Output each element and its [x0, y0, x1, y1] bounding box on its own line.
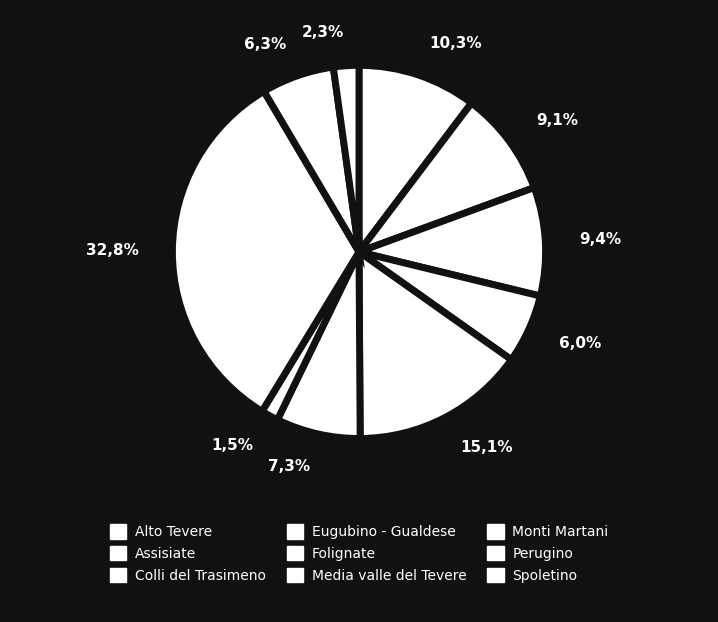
- Wedge shape: [359, 252, 511, 439]
- Wedge shape: [264, 67, 359, 252]
- Wedge shape: [172, 91, 359, 411]
- Wedge shape: [333, 65, 359, 252]
- Text: 2,3%: 2,3%: [302, 25, 344, 40]
- Text: 32,8%: 32,8%: [86, 243, 139, 258]
- Wedge shape: [359, 188, 546, 296]
- Text: 1,5%: 1,5%: [212, 438, 253, 453]
- Text: 7,3%: 7,3%: [268, 459, 310, 474]
- Wedge shape: [359, 252, 541, 360]
- Wedge shape: [277, 252, 360, 439]
- Wedge shape: [262, 252, 359, 420]
- Text: 10,3%: 10,3%: [429, 35, 482, 50]
- Legend: Alto Tevere, Assisiate, Colli del Trasimeno, Eugubino - Gualdese, Folignate, Med: Alto Tevere, Assisiate, Colli del Trasim…: [103, 518, 615, 590]
- Text: 9,1%: 9,1%: [536, 113, 578, 128]
- Text: 9,4%: 9,4%: [579, 232, 621, 247]
- Text: 15,1%: 15,1%: [461, 440, 513, 455]
- Text: 6,3%: 6,3%: [244, 37, 286, 52]
- Wedge shape: [359, 65, 472, 252]
- Text: 6,0%: 6,0%: [559, 336, 602, 351]
- Wedge shape: [359, 103, 534, 252]
